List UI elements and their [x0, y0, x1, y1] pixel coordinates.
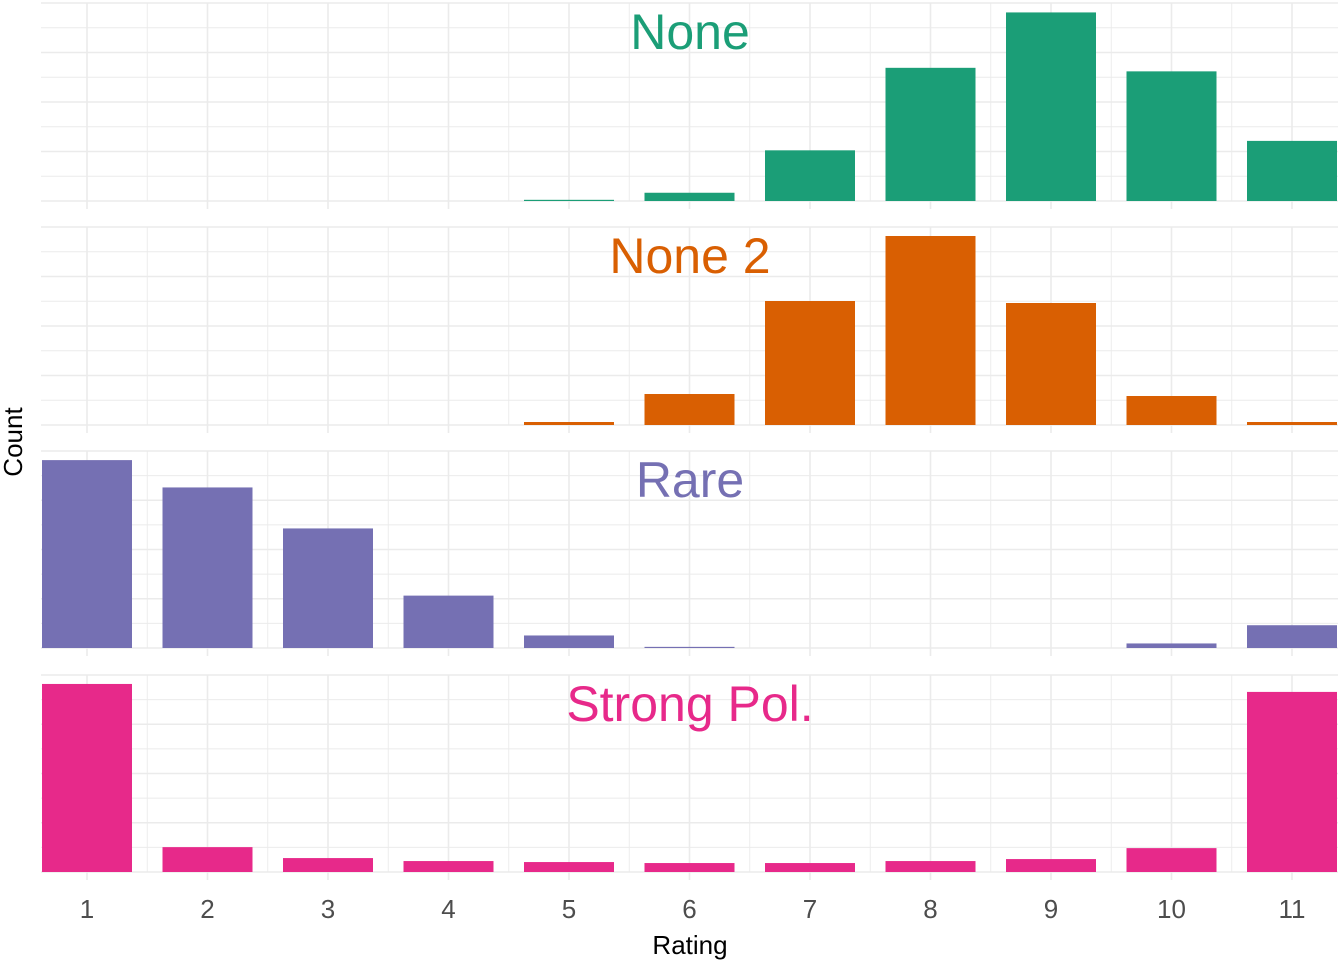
x-tick-label: 2	[200, 894, 214, 924]
x-tick-label: 10	[1157, 894, 1186, 924]
x-tick-label: 4	[441, 894, 455, 924]
bar	[1126, 71, 1217, 201]
bar	[1006, 12, 1096, 201]
bar	[283, 528, 373, 648]
x-tick-label: 8	[923, 894, 937, 924]
facet-title: None	[630, 4, 750, 60]
x-tick-label: 11	[1279, 894, 1306, 924]
bar	[1006, 303, 1096, 425]
x-tick-label: 3	[321, 894, 335, 924]
bar	[403, 595, 494, 648]
x-tick-label: 9	[1044, 894, 1058, 924]
bar	[1247, 625, 1337, 648]
facet-panels: None None 2 Rare Strong Pol.	[41, 2, 1338, 880]
bar	[1126, 643, 1217, 648]
bar	[885, 861, 976, 872]
bar-series	[42, 683, 1337, 872]
facet-panel: None	[41, 2, 1338, 209]
bar	[644, 646, 735, 648]
bar-series	[524, 12, 1337, 201]
bar	[42, 460, 132, 648]
bar	[1247, 140, 1337, 201]
bar	[1126, 848, 1217, 872]
bar	[283, 858, 373, 872]
x-axis-title: Rating	[652, 930, 727, 960]
facet-panel: None 2	[41, 226, 1338, 433]
bar	[644, 394, 735, 425]
bar	[524, 199, 614, 201]
x-tick-label: 6	[682, 894, 696, 924]
bar	[162, 847, 253, 872]
x-tick-label: 5	[562, 894, 576, 924]
x-tick-label: 1	[80, 894, 94, 924]
bar-series	[42, 460, 1337, 648]
bar	[765, 863, 855, 872]
y-axis-title: Count	[0, 407, 28, 477]
bar	[524, 635, 614, 648]
bar	[885, 236, 976, 425]
facet-panel: Rare	[41, 450, 1338, 656]
facet-title: Strong Pol.	[566, 676, 813, 732]
bar	[1247, 422, 1337, 425]
bar	[765, 150, 855, 201]
x-tick-label: 7	[803, 894, 817, 924]
bar	[403, 861, 494, 872]
bar	[1006, 859, 1096, 872]
bar	[644, 192, 735, 201]
bar	[885, 67, 976, 201]
bar	[524, 862, 614, 872]
x-axis-ticks: 1 2 3 4 5 6 7 8 9 10 11	[80, 894, 1306, 924]
bar	[644, 863, 735, 872]
gridlines	[41, 226, 1338, 433]
bar	[765, 301, 855, 425]
gridlines	[41, 2, 1338, 209]
bar	[1126, 396, 1217, 425]
bar	[1247, 691, 1337, 872]
bar	[42, 683, 132, 872]
bar	[524, 422, 614, 425]
facet-title: None 2	[609, 228, 770, 284]
facet-title: Rare	[636, 452, 744, 508]
facet-panel: Strong Pol.	[41, 674, 1338, 880]
bar	[162, 487, 253, 648]
bar-series	[524, 236, 1337, 425]
